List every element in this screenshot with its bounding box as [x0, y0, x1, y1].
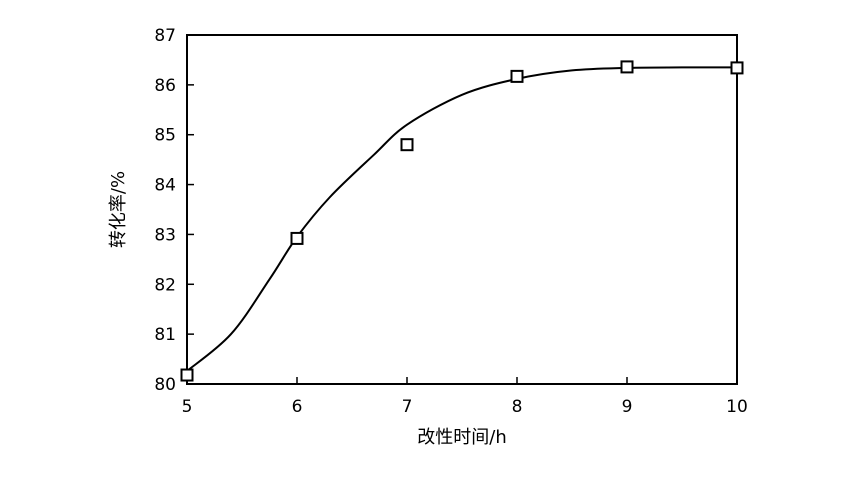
- y-tick-label: 84: [154, 176, 176, 196]
- fit-curve-line: [186, 66, 738, 372]
- data-point-marker: [620, 60, 634, 74]
- y-tick-label: 81: [154, 325, 176, 345]
- plot-frame: [186, 34, 738, 385]
- x-tick-label: 7: [402, 397, 413, 417]
- y-tick-label: 82: [154, 275, 176, 295]
- y-tick-label: 86: [154, 76, 176, 96]
- x-tick-label: 9: [622, 397, 633, 417]
- y-tick-label: 85: [154, 126, 176, 146]
- data-point-marker: [400, 138, 414, 152]
- y-axis-title: 转化率/%: [108, 171, 129, 248]
- axis-ticks: 5 6 7 8 9 10 80 81 82 83 84 85 86 87: [154, 26, 747, 417]
- y-tick-label: 87: [154, 26, 176, 46]
- fit-curve-layer: [186, 66, 738, 372]
- data-point-marker: [510, 69, 524, 83]
- data-point-marker: [290, 231, 304, 245]
- x-tick-label: 8: [512, 397, 523, 417]
- y-tick-label: 80: [154, 375, 176, 395]
- x-tick-label: 10: [726, 397, 748, 417]
- data-point-marker: [180, 368, 194, 382]
- data-point-marker: [730, 61, 744, 75]
- x-tick-label: 6: [292, 397, 303, 417]
- data-points: [180, 60, 744, 382]
- x-tick-label: 5: [182, 397, 193, 417]
- y-tick-label: 83: [154, 225, 176, 245]
- x-axis-title: 改性时间/h: [417, 427, 506, 448]
